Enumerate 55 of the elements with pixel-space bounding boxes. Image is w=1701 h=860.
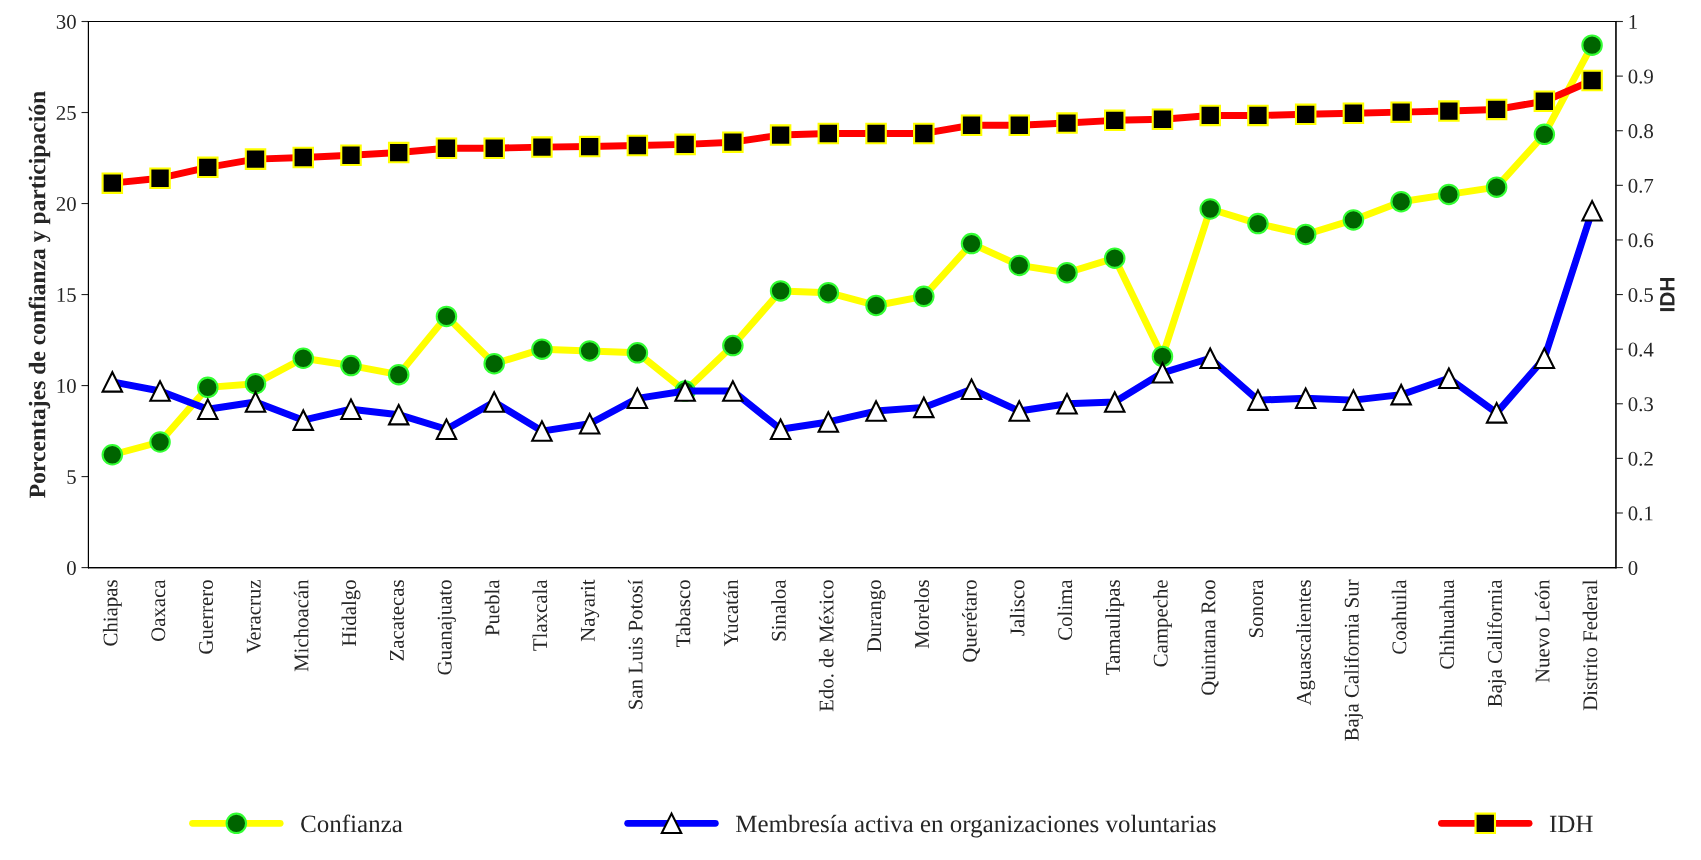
y-tick-label: 15 bbox=[57, 288, 76, 302]
x-tick-label: Hidalgo bbox=[341, 580, 361, 646]
y2-tick-label: 1 bbox=[1629, 14, 1637, 29]
legend-label: IDH bbox=[1549, 815, 1593, 833]
x-tick-label: Morelos bbox=[914, 580, 930, 649]
x-tick-label: Aguascalientes bbox=[1296, 580, 1316, 706]
y-tick-label: 0 bbox=[67, 560, 76, 576]
x-tick-label: Coahuila bbox=[1391, 579, 1407, 654]
y2-tick-label: 0 bbox=[1628, 560, 1638, 576]
x-tick-label: Oaxaca bbox=[151, 579, 166, 641]
x-tick-label: Quintana Roo bbox=[1201, 580, 1219, 695]
x-tick-label: Chiapas bbox=[102, 580, 122, 646]
x-tick-label: Nuevo León bbox=[1534, 579, 1550, 683]
y-axis-title: Porcentajes de confianza y participación bbox=[28, 91, 51, 498]
y2-tick-label: 0.9 bbox=[1628, 69, 1653, 84]
y2-tick-label: 0.7 bbox=[1628, 178, 1654, 193]
y2-tick-label: 0.8 bbox=[1628, 124, 1653, 139]
y2-tick-label: 0.5 bbox=[1628, 287, 1653, 303]
x-tick-label: Baja California Sur bbox=[1343, 579, 1363, 741]
x-tick-label: Michoacán bbox=[293, 579, 309, 672]
x-tick-label: Sinaloa bbox=[771, 579, 786, 641]
x-tick-label: Tamaulipas bbox=[1105, 580, 1125, 675]
y-tick-label: 10 bbox=[57, 378, 76, 393]
x-tick-label: Guanajuato bbox=[437, 580, 456, 675]
y-tick-label: 20 bbox=[56, 196, 76, 211]
y2-tick-label: 0.3 bbox=[1628, 397, 1653, 412]
x-tick-label: Durango bbox=[867, 580, 886, 652]
x-tick-label: Nayarit bbox=[580, 579, 600, 642]
x-tick-label: Querétaro bbox=[962, 580, 980, 662]
x-tick-label: San Luis Potosí bbox=[627, 579, 643, 709]
x-tick-label: Yucatán bbox=[723, 579, 739, 647]
x-tick-label: Puebla bbox=[484, 579, 500, 636]
x-tick-label: Veracruz bbox=[246, 579, 261, 654]
x-tick-label: Tabasco bbox=[675, 580, 691, 647]
x-tick-label: Zacatecas bbox=[390, 580, 404, 661]
y-tick-label: 30 bbox=[56, 14, 76, 29]
x-tick-label: Edo. de México bbox=[818, 580, 834, 712]
y2-tick-label: 0.2 bbox=[1628, 451, 1653, 466]
x-tick-label: Jalisco bbox=[1009, 580, 1025, 636]
y-tick-label: 5 bbox=[67, 470, 76, 485]
y2-tick-label: 0.4 bbox=[1628, 342, 1654, 357]
x-tick-label: Distrito Federal bbox=[1582, 579, 1598, 711]
x-tick-label: Baja California bbox=[1487, 579, 1507, 707]
y2-tick-label: 0.1 bbox=[1628, 506, 1653, 521]
x-tick-label: Guerrero bbox=[199, 580, 213, 654]
y-tick-label: 25 bbox=[56, 105, 76, 120]
y2-tick-label: 0.6 bbox=[1628, 233, 1654, 248]
legend-label: Confianza bbox=[301, 814, 403, 833]
legend-label: Membresía activa en organizaciones voluntarias bbox=[735, 814, 1216, 838]
y2-axis-title: IDH bbox=[1660, 278, 1675, 312]
x-tick-label: Sonora bbox=[1249, 579, 1264, 638]
x-tick-label: Campeche bbox=[1153, 580, 1172, 667]
x-tick-label: Tlaxcala bbox=[532, 579, 548, 651]
x-tick-label: Colima bbox=[1057, 579, 1073, 640]
x-tick-label: Chihuahua bbox=[1439, 579, 1455, 669]
